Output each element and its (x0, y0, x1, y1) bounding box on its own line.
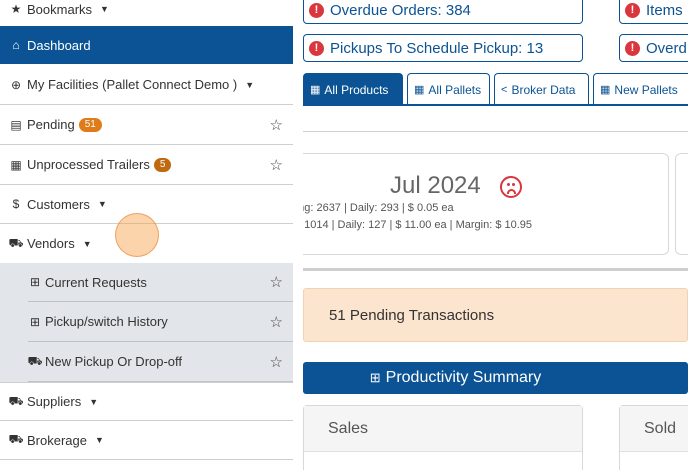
sidebar-item-vendors[interactable]: ⛟ Vendors ▼ (0, 224, 293, 263)
share-icon: < (501, 83, 508, 96)
pallets-icon: ▦ (414, 84, 425, 96)
alert-overdue-orders[interactable]: ! Overdue Orders: 384 (303, 0, 583, 24)
tab-broker-data[interactable]: < Broker Data (494, 73, 589, 105)
alert-text: Overdue Orders: 384 (330, 1, 471, 19)
sidebar-item-label: Bookmarks (27, 1, 93, 17)
alert-icon: ! (625, 40, 640, 56)
sidebar-item-label: Customers (27, 196, 90, 212)
sidebar-item-label: Unprocessed Trailers (27, 157, 150, 172)
home-icon: ⌂ (12, 38, 20, 52)
sidebar-item-label: My Facilities (Pallet Connect Demo ) (27, 77, 238, 92)
pending-transactions-banner[interactable]: 51 Pending Transactions (303, 288, 688, 342)
star-outline-icon[interactable]: ☆ (269, 274, 283, 291)
sidebar-item-brokerage[interactable]: ⛟ Brokerage ▼ (0, 421, 293, 460)
click-indicator (115, 213, 159, 257)
tab-label: All Pallets (428, 82, 482, 97)
sidebar-item-facilities[interactable]: ⊕ My Facilities (Pallet Connect Demo ) ▼ (0, 65, 293, 105)
truck-icon: ⛟ (8, 235, 24, 250)
tab-label: All Products (324, 82, 389, 97)
sidebar: ★ Bookmarks ▼ ⌂ Dashboard ⊕ My Facilitie… (0, 0, 293, 470)
sales-panel: Sales (303, 405, 583, 470)
truck-loading-icon: ⛟ (27, 353, 43, 368)
productivity-summary-header[interactable]: ⊞ Productivity Summary (303, 362, 688, 394)
frown-icon (500, 176, 522, 198)
caret-down-icon: ▼ (94, 435, 104, 445)
tab-new-pallets[interactable]: ▦ New Pallets (593, 73, 688, 105)
alert-icon: ! (309, 40, 324, 56)
star-outline-icon[interactable]: ☆ (269, 353, 283, 371)
sidebar-item-pending[interactable]: ▤ Pending 51 ☆ (0, 105, 293, 145)
sold-panel-title: Sold (620, 406, 688, 452)
supplier-truck-icon: ⛟ (8, 393, 24, 408)
caret-down-icon: ▼ (97, 199, 107, 209)
sidebar-subitem-new-pickup[interactable]: ⛟ New Pickup Or Drop-off ☆ (0, 342, 293, 382)
pallets-icon: ▦ (310, 84, 321, 96)
pending-transactions-text: 51 Pending Transactions (329, 306, 495, 324)
caret-down-icon: ▼ (245, 79, 255, 90)
alert-overdue-2[interactable]: ! Overd (619, 34, 688, 62)
tab-label: New Pallets (614, 82, 678, 97)
alert-text: Overd (646, 39, 687, 57)
star-outline-icon[interactable]: ☆ (269, 313, 283, 331)
sidebar-item-label: Dashboard (27, 37, 91, 53)
star-icon: ★ (10, 2, 22, 16)
alert-icon: ! (309, 2, 324, 18)
truck-icon: ⛟ (8, 432, 24, 446)
divider (303, 268, 688, 271)
table-icon: ⊞ (29, 314, 41, 329)
sidebar-subitem-pickup-history[interactable]: ⊞ Pickup/switch History ☆ (0, 302, 293, 342)
alert-text: Items (646, 1, 683, 19)
alert-items[interactable]: ! Items (619, 0, 688, 24)
sidebar-item-label: Current Requests (45, 274, 147, 290)
tab-underline (303, 104, 688, 106)
dollar-icon: $ (12, 197, 20, 211)
star-outline-icon[interactable]: ☆ (269, 156, 283, 174)
sidebar-item-bookmarks[interactable]: ★ Bookmarks ▼ (0, 0, 293, 24)
sidebar-item-label: New Pickup Or Drop-off (45, 354, 183, 369)
summary-line-2: : 1014 | Daily: 127 | $ 11.00 ea | Margi… (303, 219, 533, 231)
month-label: Jul 2024 (390, 172, 481, 199)
productivity-summary-title: Productivity Summary (385, 369, 542, 386)
alert-icon: ! (625, 2, 640, 18)
sidebar-item-label: Brokerage (27, 432, 87, 448)
star-outline-icon[interactable]: ☆ (269, 116, 283, 134)
sales-panel-title: Sales (304, 406, 582, 452)
sidebar-item-label: Pending (27, 117, 75, 132)
table-icon: ⊞ (369, 370, 381, 385)
sidebar-item-label: Pickup/switch History (45, 314, 168, 329)
tab-all-products[interactable]: ▦ All Products (303, 73, 403, 105)
sidebar-subitem-current-requests[interactable]: ⊞ Current Requests ☆ (0, 263, 293, 302)
pallets-icon: ▦ (600, 84, 611, 96)
main-content: ! Overdue Orders: 384 ! Items ! Pickups … (303, 0, 688, 470)
sidebar-item-dashboard[interactable]: ⌂ Dashboard (0, 26, 293, 64)
secondary-card (675, 153, 688, 255)
sidebar-item-label: Vendors (27, 236, 75, 251)
sidebar-item-label: Suppliers (27, 394, 82, 409)
alert-text: Pickups To Schedule Pickup: 13 (330, 39, 544, 57)
trailers-badge: 5 (153, 157, 172, 172)
table-icon: ⊞ (29, 275, 41, 289)
sold-panel: Sold (619, 405, 688, 470)
sidebar-item-suppliers[interactable]: ⛟ Suppliers ▼ (0, 382, 293, 421)
tab-all-pallets[interactable]: ▦ All Pallets (407, 73, 490, 105)
caret-down-icon: ▼ (100, 4, 109, 14)
alert-pickups[interactable]: ! Pickups To Schedule Pickup: 13 (303, 34, 583, 62)
summary-line-1: ring: 2637 | Daily: 293 | $ 0.05 ea (303, 202, 454, 214)
tab-label: Broker Data (511, 82, 576, 97)
pending-badge: 51 (78, 117, 102, 132)
trailer-icon: ▦ (10, 157, 22, 172)
divider (303, 131, 688, 132)
caret-down-icon: ▼ (82, 238, 92, 249)
globe-icon: ⊕ (10, 77, 22, 92)
caret-down-icon: ▼ (89, 396, 99, 407)
clipboard-icon: ▤ (10, 117, 22, 132)
sidebar-item-trailers[interactable]: ▦ Unprocessed Trailers 5 ☆ (0, 145, 293, 185)
month-summary-card: Jul 2024 ring: 2637 | Daily: 293 | $ 0.0… (303, 153, 669, 255)
